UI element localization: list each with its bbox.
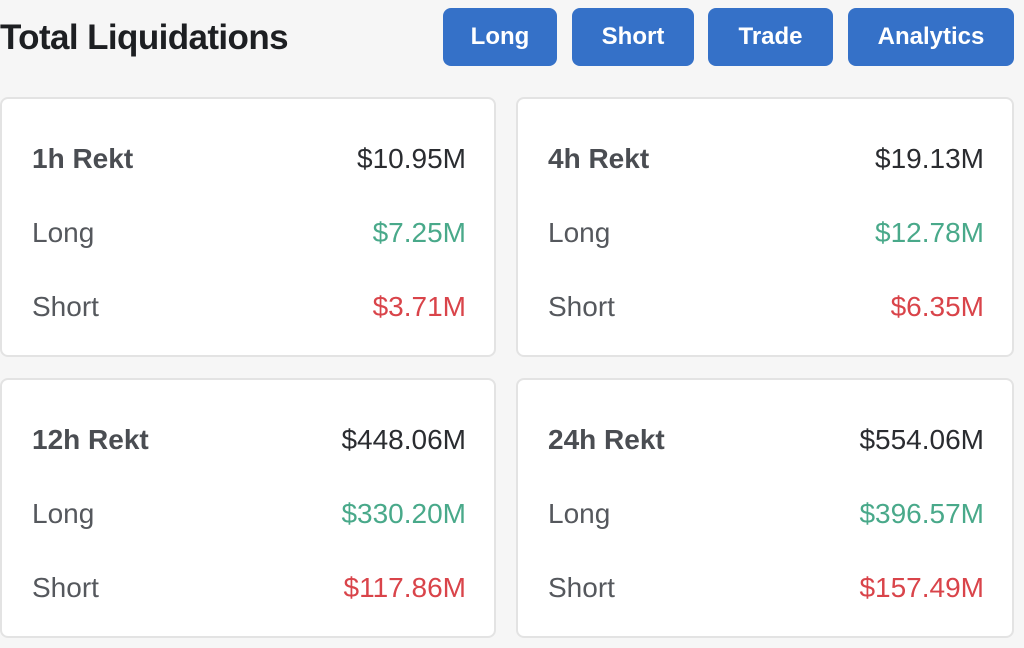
short-row: Short $3.71M <box>32 287 466 327</box>
total-value: $554.06M <box>859 424 984 455</box>
long-value: $12.78M <box>875 217 984 248</box>
long-row: Long $330.20M <box>32 494 466 534</box>
period-label: 24h Rekt <box>548 424 665 455</box>
total-value: $10.95M <box>357 143 466 174</box>
long-value: $7.25M <box>372 217 466 248</box>
period-label: 12h Rekt <box>32 424 149 455</box>
rekt-card-12h: 12h Rekt $448.06M Long $330.20M Short $1… <box>0 378 496 638</box>
long-row: Long $396.57M <box>548 494 984 534</box>
card-header-row: 1h Rekt $10.95M <box>32 139 466 179</box>
long-value: $330.20M <box>341 498 466 529</box>
long-row: Long $7.25M <box>32 213 466 253</box>
short-row: Short $157.49M <box>548 568 984 608</box>
page-title: Total Liquidations <box>0 18 289 57</box>
long-label: Long <box>548 498 611 529</box>
trade-button[interactable]: Trade <box>708 8 833 66</box>
short-value: $157.49M <box>859 572 984 603</box>
short-value: $3.71M <box>372 291 466 322</box>
analytics-button[interactable]: Analytics <box>848 8 1014 66</box>
period-label: 4h Rekt <box>548 143 650 174</box>
short-label: Short <box>32 291 99 322</box>
long-button[interactable]: Long <box>443 8 557 66</box>
long-row: Long $12.78M <box>548 213 984 253</box>
card-header-row: 4h Rekt $19.13M <box>548 139 984 179</box>
short-label: Short <box>548 291 615 322</box>
total-value: $448.06M <box>341 424 466 455</box>
long-label: Long <box>32 498 95 529</box>
short-row: Short $6.35M <box>548 287 984 327</box>
rekt-card-4h: 4h Rekt $19.13M Long $12.78M Short $6.35… <box>516 97 1014 357</box>
period-label: 1h Rekt <box>32 143 134 174</box>
total-value: $19.13M <box>875 143 984 174</box>
short-button[interactable]: Short <box>572 8 694 66</box>
short-value: $117.86M <box>343 572 466 603</box>
rekt-card-24h: 24h Rekt $554.06M Long $396.57M Short $1… <box>516 378 1014 638</box>
long-label: Long <box>548 217 611 248</box>
short-label: Short <box>32 572 99 603</box>
rekt-card-1h: 1h Rekt $10.95M Long $7.25M Short $3.71M <box>0 97 496 357</box>
card-header-row: 24h Rekt $554.06M <box>548 420 984 460</box>
long-value: $396.57M <box>859 498 984 529</box>
header: Total Liquidations Long Short Trade Anal… <box>0 0 1024 78</box>
short-value: $6.35M <box>890 291 984 322</box>
card-header-row: 12h Rekt $448.06M <box>32 420 466 460</box>
short-row: Short $117.86M <box>32 568 466 608</box>
long-label: Long <box>32 217 95 248</box>
short-label: Short <box>548 572 615 603</box>
